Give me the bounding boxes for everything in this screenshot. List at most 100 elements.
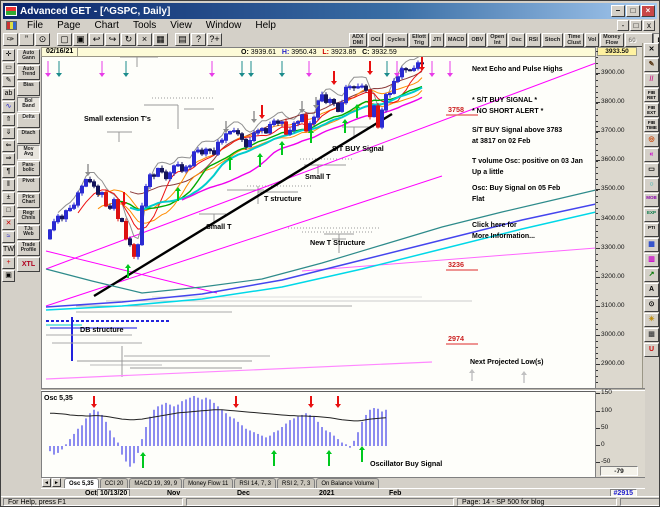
menu-tools[interactable]: Tools [132, 20, 157, 31]
rectangle-tool[interactable]: □ [2, 205, 15, 217]
menu-view[interactable]: View [170, 20, 192, 31]
menu-file[interactable]: File [27, 20, 44, 31]
arrow-left-tool[interactable]: ⇐ [2, 140, 15, 152]
plus-minus-tool[interactable]: ± [2, 192, 15, 204]
study-button-money-flow[interactable]: Money Flow [600, 32, 624, 47]
cross-tool[interactable]: + [2, 257, 15, 269]
child-close-button[interactable]: x [643, 20, 655, 31]
sidebar-study-pivot[interactable]: Pivot [17, 177, 40, 192]
expert-icon[interactable]: EXP [644, 208, 659, 222]
delete-icon[interactable]: × [137, 33, 152, 46]
u-tool-icon[interactable]: U [644, 343, 659, 357]
tab-rsi-2-7-3[interactable]: RSI 2, 7, 3 [277, 478, 316, 488]
eraser-tool[interactable]: ▭ [2, 62, 15, 74]
sidebar-study-price-chart[interactable]: Price Chart [17, 193, 40, 208]
study-button-rsi[interactable]: RSI [525, 32, 541, 47]
arrow-down-tool[interactable]: ⇓ [2, 127, 15, 139]
star-icon[interactable]: ✳ [644, 313, 659, 327]
sidebar-study-bias[interactable]: Bias [17, 81, 40, 96]
parallel-lines-tool[interactable]: ‖ [2, 179, 15, 191]
child-minimize-button[interactable]: - [617, 20, 629, 31]
study-button-cycles[interactable]: Cycles [384, 32, 409, 47]
tab-rsi-14-7-3[interactable]: RSI 14, 7, 3 [234, 478, 276, 488]
fan-lines-icon[interactable]: « [644, 148, 659, 162]
study-button-macd[interactable]: MACD [444, 32, 468, 47]
minimize-button[interactable]: – [611, 5, 625, 17]
menu-page[interactable]: Page [57, 20, 81, 31]
more-information-link[interactable]: Click here for [472, 222, 517, 229]
help-icon[interactable]: ? [191, 33, 206, 46]
study-button-adx-dmi[interactable]: ADX DMI [349, 32, 367, 47]
tab-scroll-right-button[interactable]: ► [52, 478, 61, 487]
modify-chart-icon[interactable]: ▦ [153, 33, 168, 46]
fib-extension-icon[interactable]: FIB EXT [644, 103, 659, 117]
wave-tool[interactable]: ≈ [2, 231, 15, 243]
fib-retracement-icon[interactable]: FIB RET [644, 88, 659, 102]
sidebar-study-auto-trend[interactable]: Auto Trend [17, 65, 40, 80]
date-box[interactable]: 02/16/21 [41, 47, 79, 57]
sidebar-study-trade-profile[interactable]: Trade Profile [17, 241, 40, 256]
elliott-wave-tool[interactable]: ∿ [2, 101, 15, 113]
study-button-time-clust[interactable]: Time Clust [564, 32, 584, 47]
undo-icon[interactable]: ↩ [89, 33, 104, 46]
menu-help[interactable]: Help [255, 20, 276, 31]
trend-lines-icon[interactable]: // [644, 73, 659, 87]
menu-chart[interactable]: Chart [94, 20, 119, 31]
oscillator-axis[interactable]: -79 150 100 50 0 -50 [595, 389, 645, 477]
pencil-draw-icon[interactable]: ✎ [644, 58, 659, 72]
arrow-up-tool[interactable]: ⇑ [2, 114, 15, 126]
title-bar[interactable]: Advanced GET - [^GSPC, Daily] – □ × [3, 3, 657, 19]
mob-icon[interactable]: MOB [644, 193, 659, 207]
sidebar-study-delta[interactable]: Delta [17, 113, 40, 128]
new-page-icon[interactable]: ▢ [57, 33, 72, 46]
text-tool[interactable]: ab [2, 88, 15, 100]
context-help-icon[interactable]: ?+ [207, 33, 222, 46]
sidebar-study-regr-chnls[interactable]: Regr Chnls [17, 209, 40, 224]
tab-macd-19-39-9[interactable]: MACD 19, 39, 9 [129, 478, 183, 488]
fib-time-icon[interactable]: FIB TIME [644, 118, 659, 132]
magnifier-icon[interactable]: ⊙ [644, 298, 659, 312]
tab-on-balance-volume[interactable]: On Balance Volume [316, 478, 380, 488]
tab-scroll-left-button[interactable]: ◄ [42, 478, 51, 487]
study-button-stoch[interactable]: Stoch [541, 32, 564, 47]
close-button[interactable]: × [641, 5, 655, 17]
lock-icon[interactable]: ▣ [73, 33, 88, 46]
pitchfork-tool[interactable]: ¶ [2, 166, 15, 178]
sidebar-study-auto-gann[interactable]: Auto Gann [17, 49, 40, 64]
arrow-right-tool[interactable]: ⇒ [2, 153, 15, 165]
print-icon[interactable]: ▤ [175, 33, 190, 46]
redo-icon[interactable]: ↪ [105, 33, 120, 46]
pane-splitter[interactable] [41, 388, 645, 391]
more-information-link[interactable]: More Information... [472, 233, 535, 240]
text-label-icon[interactable]: A [644, 283, 659, 297]
grid-icon[interactable]: ▦ [644, 238, 659, 252]
refresh-icon[interactable]: ↻ [121, 33, 136, 46]
zoom-icon[interactable]: ⊙ [35, 33, 50, 46]
gann-circle-icon[interactable]: ◎ [644, 133, 659, 147]
sidebar-study-xtl[interactable]: XTL [17, 257, 40, 272]
tab-osc-5-35[interactable]: Osc 5,35 [64, 478, 99, 488]
ellipse-icon[interactable]: ○ [644, 178, 659, 192]
sidebar-study-tjs-web[interactable]: TJs Web [17, 225, 40, 240]
study-button-ellott-trig[interactable]: Ellott Trig [409, 32, 429, 47]
rectangle-draw-icon[interactable]: ▭ [644, 163, 659, 177]
oscillator-pane[interactable]: Osc 5,35 Oscillator Buy Signal [41, 391, 595, 477]
chart-up-icon[interactable]: ↗ [644, 268, 659, 282]
sidebar-study-para-bolic[interactable]: Para- bolic [17, 161, 40, 176]
child-window-icon[interactable] [6, 21, 17, 30]
portfolio-tool[interactable]: ▣ [2, 270, 15, 282]
main-price-chart[interactable]: Small extension T's S/T BUY Signal Small T… [41, 54, 597, 388]
pin-icon[interactable]: ✑ [3, 33, 18, 46]
child-restore-button[interactable]: □ [630, 20, 642, 31]
sidebar-study-mov-avg[interactable]: Mov Avg [17, 145, 40, 160]
study-button-oci[interactable]: OCI [367, 32, 384, 47]
study-button-vol[interactable]: Vol [584, 32, 600, 47]
tw-tool[interactable]: TW [2, 244, 15, 256]
maximize-button[interactable]: □ [626, 5, 640, 17]
study-button-osc[interactable]: Osc [508, 32, 525, 47]
study-button-obv[interactable]: OBV [468, 32, 487, 47]
bands-icon[interactable]: ▥ [644, 253, 659, 267]
tab-money-flow-11[interactable]: Money Flow 11 [183, 478, 234, 488]
pencil-tool[interactable]: ✎ [2, 75, 15, 87]
pti-icon[interactable]: PTI [644, 223, 659, 237]
